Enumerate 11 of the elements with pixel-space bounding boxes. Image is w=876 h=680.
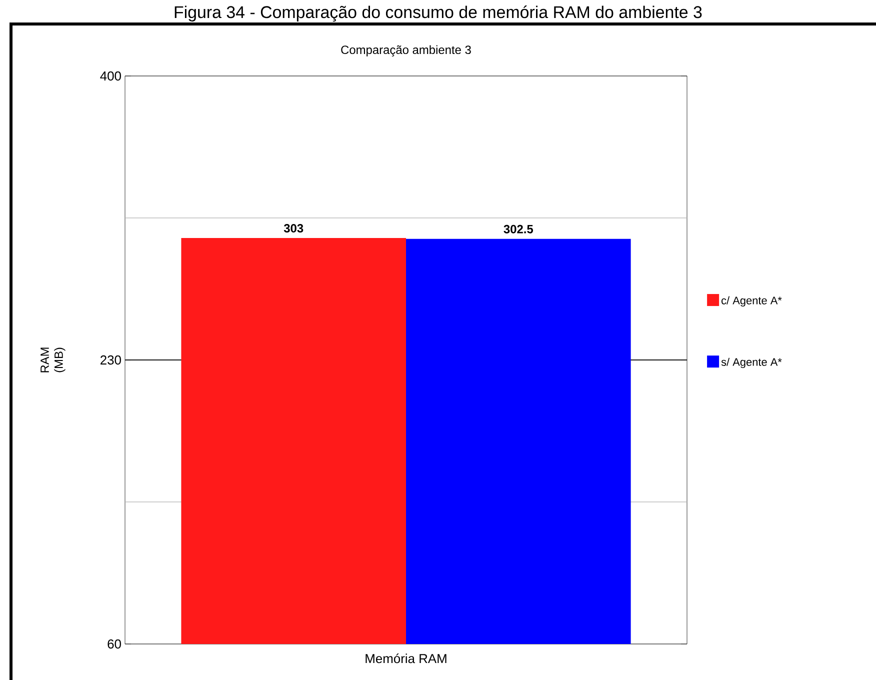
data-label: 302.5: [504, 224, 534, 234]
legend-label: s/ Agente A*: [721, 358, 782, 368]
chart-title: Comparação ambiente 3: [341, 45, 471, 56]
y-tick-label: 230: [100, 355, 121, 365]
data-label: 303: [284, 224, 304, 233]
x-tick-label: Memória RAM: [366, 654, 446, 664]
y-tick-label: 400: [100, 71, 121, 81]
text: Figura 34 - Comparação do consumo de memória RAM do ambiente 3: [174, 6, 702, 22]
y-tick-label: 60: [108, 639, 121, 649]
legend-label: c/ Agente A*: [722, 296, 782, 307]
y-axis-title: RAM (MB): [40, 348, 66, 372]
